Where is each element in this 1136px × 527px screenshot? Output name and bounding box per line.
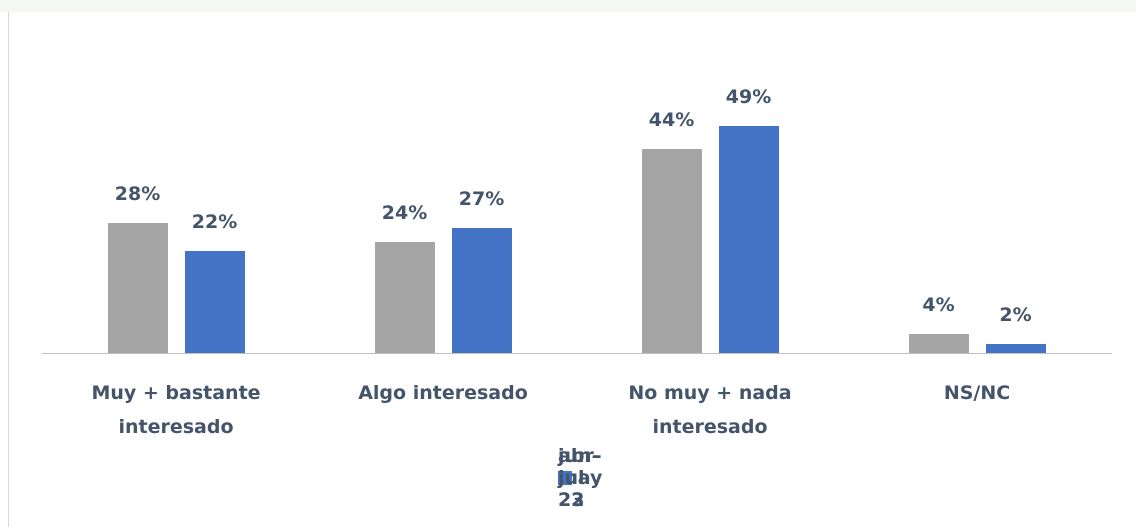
bar [184,251,245,353]
bar [908,334,969,353]
top-strip [0,0,1136,12]
data-label: 2% [999,303,1032,326]
legend-swatch [558,471,572,485]
bar [641,149,702,353]
bar [985,343,1046,353]
bar [374,241,435,353]
data-label: 44% [648,109,695,132]
legend-item: jun-jul 23 [558,445,599,511]
category-label: Algo interesado [358,382,528,404]
data-label: 49% [725,86,772,109]
legend-text: jun-jul 23 [558,445,600,511]
bar [718,126,779,353]
category-label: NS/NC [943,382,1011,404]
data-label: 4% [922,294,955,317]
axis-line [42,353,1112,354]
bar [107,223,168,353]
data-label: 22% [191,211,238,234]
bar [451,227,512,353]
data-label: 24% [381,201,428,224]
category-label: Muy + bastante interesado [91,382,261,438]
category-label: No muy + nada interesado [628,382,792,438]
data-label: 27% [458,187,505,210]
left-border [8,12,9,527]
data-label: 28% [114,183,161,206]
